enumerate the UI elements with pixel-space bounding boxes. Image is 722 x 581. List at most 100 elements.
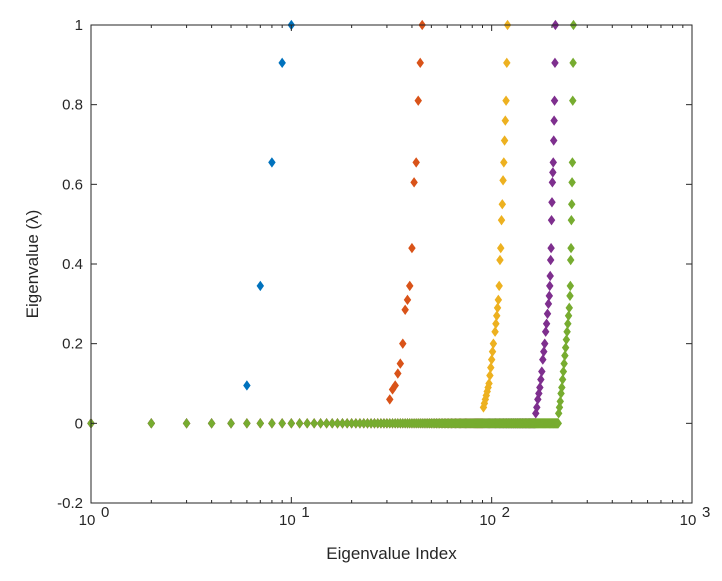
data-point [487, 354, 496, 365]
data-point [546, 254, 555, 266]
data-point [268, 418, 276, 429]
data-point [295, 418, 304, 429]
data-point [399, 338, 407, 349]
data-point [563, 326, 571, 337]
data-point [558, 374, 567, 385]
x-tick-label: 10 [279, 512, 296, 529]
data-point [569, 95, 577, 106]
marker-layer [87, 19, 578, 429]
data-point [566, 254, 575, 266]
y-tick-label: 1 [75, 17, 83, 34]
data-point [561, 342, 570, 353]
data-point [503, 57, 511, 69]
data-point [566, 290, 574, 302]
data-point [328, 418, 336, 429]
y-tick-label: -0.2 [57, 495, 83, 512]
data-point [567, 214, 576, 226]
data-point [396, 358, 405, 369]
data-point [492, 318, 500, 329]
data-point [486, 370, 494, 381]
x-tick-label-exponent: 3 [702, 504, 710, 521]
series-5 [87, 19, 578, 429]
data-point [540, 346, 548, 357]
data-point [386, 394, 394, 405]
data-point [550, 115, 558, 126]
data-point [394, 368, 402, 379]
data-point [536, 382, 544, 393]
data-point [489, 338, 498, 349]
data-point [500, 135, 509, 146]
data-point [401, 304, 409, 315]
x-tick-label: 10 [79, 512, 96, 529]
data-point [256, 418, 265, 429]
data-point [493, 310, 501, 321]
data-point [147, 418, 156, 429]
data-point [243, 380, 251, 391]
x-tick-label-exponent: 1 [301, 504, 309, 521]
data-point [406, 280, 414, 292]
data-point [497, 242, 505, 254]
data-point [243, 418, 251, 429]
data-point [391, 380, 399, 391]
data-point [540, 338, 549, 349]
data-point [410, 177, 418, 188]
data-point [316, 418, 325, 429]
data-point [551, 57, 559, 69]
data-point [544, 298, 553, 310]
data-point [500, 157, 508, 168]
data-point [287, 418, 296, 429]
data-point [498, 199, 507, 210]
data-point [533, 402, 541, 413]
x-tick-label-exponent: 0 [101, 504, 109, 521]
data-point [568, 157, 577, 168]
y-tick-label: 0 [75, 415, 83, 432]
y-tick-label: 0.2 [62, 336, 83, 353]
data-point [502, 95, 510, 106]
data-point [546, 270, 554, 282]
data-point [333, 418, 342, 429]
y-tick-label: 0.6 [62, 176, 83, 193]
data-point [495, 280, 503, 292]
data-point [569, 57, 577, 69]
x-tick-label: 10 [680, 512, 697, 529]
data-point [554, 418, 562, 429]
data-point [182, 418, 191, 429]
data-point [227, 418, 235, 429]
data-point [278, 57, 286, 69]
data-point [545, 290, 554, 302]
data-point [414, 95, 422, 106]
data-point [548, 177, 557, 188]
data-point [559, 366, 568, 377]
data-point [564, 318, 572, 329]
data-point [558, 382, 566, 393]
data-point [565, 302, 574, 314]
data-point [547, 242, 555, 254]
data-point [542, 318, 551, 329]
data-point [561, 350, 569, 361]
data-point [560, 358, 568, 369]
data-point [566, 280, 575, 292]
data-point [546, 280, 554, 292]
data-point [549, 135, 558, 146]
data-point [568, 199, 576, 210]
data-point [403, 294, 412, 306]
data-point [541, 326, 550, 337]
data-point [567, 242, 575, 254]
data-point [491, 326, 499, 337]
x-tick-label: 10 [479, 512, 496, 529]
data-point [549, 167, 557, 178]
data-point [485, 378, 493, 389]
data-point [499, 175, 507, 186]
data-point [564, 310, 573, 321]
data-point [549, 157, 558, 168]
data-point [408, 242, 416, 254]
data-point [303, 418, 311, 429]
data-point [562, 334, 571, 345]
y-axis-title: Eigenvalue (λ) [23, 210, 42, 319]
data-point [550, 95, 559, 106]
data-point [278, 418, 286, 429]
data-point [548, 197, 556, 208]
data-point [412, 157, 420, 168]
data-point [539, 354, 547, 365]
